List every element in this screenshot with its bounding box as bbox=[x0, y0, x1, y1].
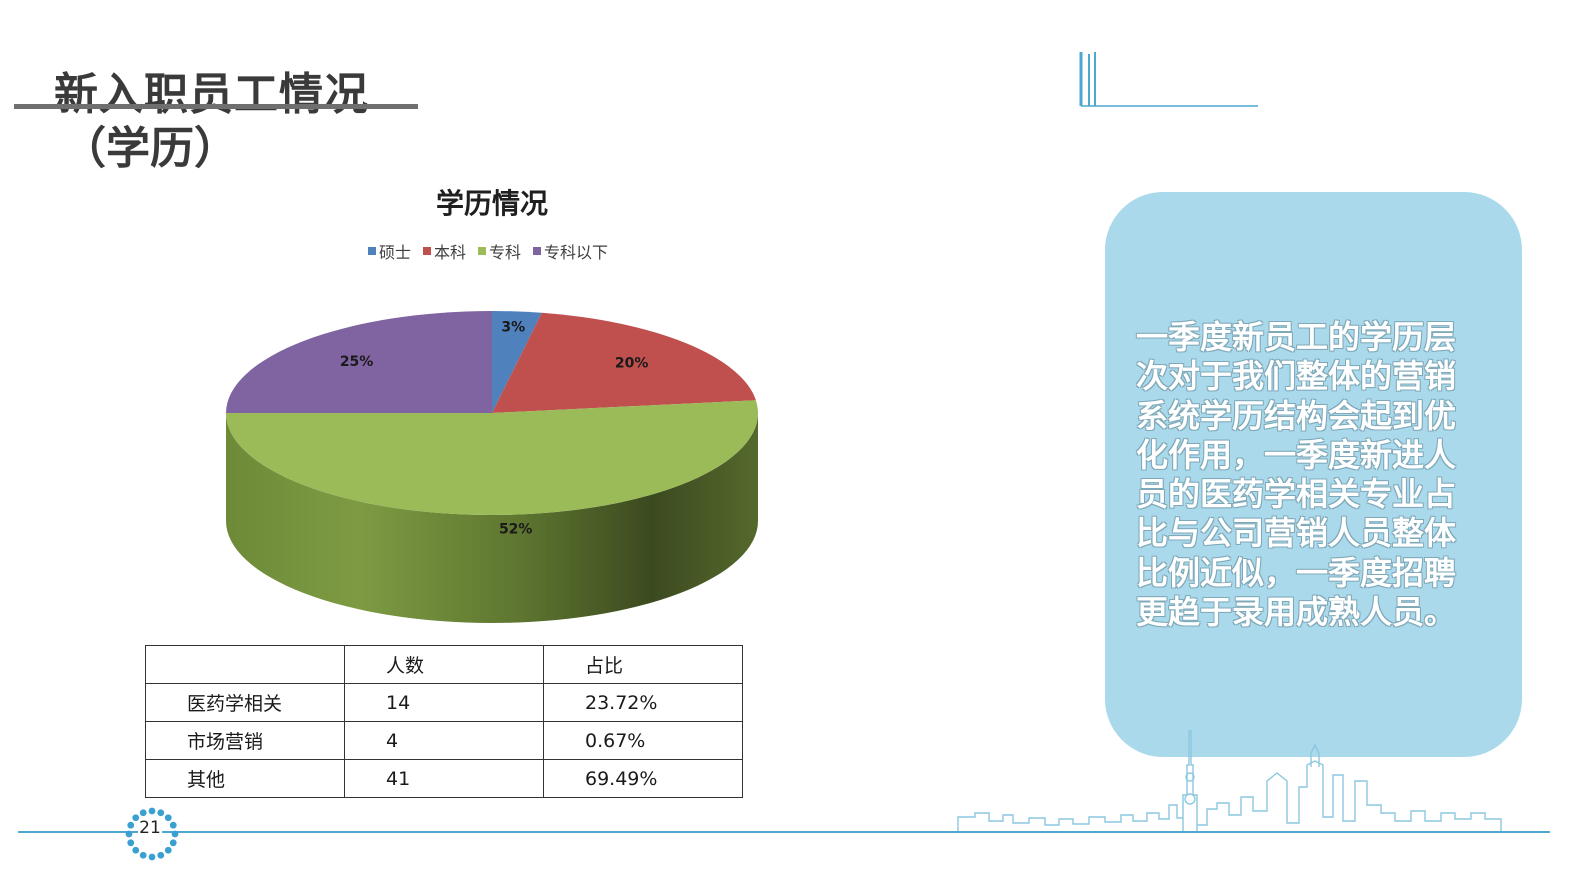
chart-legend: 硕士 本科 专科 专科以下 bbox=[368, 240, 608, 262]
legend-item: 专科 bbox=[478, 239, 521, 263]
legend-item: 本科 bbox=[423, 239, 466, 263]
legend-swatch bbox=[478, 247, 487, 255]
decorative-bracket bbox=[1079, 52, 1258, 107]
legend-swatch bbox=[533, 247, 542, 255]
legend-item: 硕士 bbox=[368, 239, 411, 263]
pie-slice-3 bbox=[226, 400, 758, 515]
pie-data-label: 3% bbox=[501, 320, 525, 336]
page-title: 新入职员工情况 bbox=[54, 69, 369, 120]
page-number-badge bbox=[125, 807, 179, 861]
page-subtitle: （学历） bbox=[62, 123, 238, 174]
table-row: 市场营销 4 0.67% bbox=[145, 721, 743, 760]
table-header-row: 人数 占比 bbox=[145, 645, 743, 684]
table-cell: 14 bbox=[344, 683, 544, 722]
table-header-cell: 占比 bbox=[543, 645, 743, 684]
title-underline bbox=[14, 104, 418, 109]
pie-slice-2 bbox=[492, 312, 756, 413]
footer-line bbox=[18, 831, 1550, 833]
table-cell: 4 bbox=[344, 721, 544, 760]
legend-label: 专科以下 bbox=[544, 243, 609, 262]
legend-item: 专科以下 bbox=[533, 239, 608, 263]
summary-text: 一季度新员工的学历层次对于我们整体的营销系统学历结构会起到优化作用，一季度新进人… bbox=[1136, 318, 1457, 632]
table-cell: 其他 bbox=[145, 759, 345, 798]
table-row: 其他 41 69.49% bbox=[145, 759, 743, 798]
pie-data-label: 25% bbox=[340, 354, 374, 370]
pie-data-label: 20% bbox=[615, 356, 649, 372]
legend-label: 硕士 bbox=[379, 243, 412, 262]
chart-title: 学历情况 bbox=[435, 187, 548, 220]
table-header-cell: 人数 bbox=[344, 645, 544, 684]
city-skyline-graphic bbox=[957, 730, 1502, 831]
table-cell: 0.67% bbox=[543, 721, 743, 760]
legend-label: 专科 bbox=[489, 243, 522, 262]
table-cell: 69.49% bbox=[543, 759, 743, 798]
education-table: 人数 占比 医药学相关 14 23.72% 市场营销 4 0.67% 其他 41 69.49% bbox=[145, 645, 743, 798]
table-cell: 23.72% bbox=[543, 683, 743, 722]
table-header-cell bbox=[145, 645, 345, 684]
table-cell: 医药学相关 bbox=[145, 683, 345, 722]
table-cell: 市场营销 bbox=[145, 721, 345, 760]
pie-slice-side bbox=[226, 413, 758, 623]
legend-swatch bbox=[368, 247, 376, 255]
pie-slice-1 bbox=[492, 311, 542, 413]
table-row: 医药学相关 14 23.72% bbox=[145, 683, 743, 722]
page-number: 21 bbox=[138, 818, 162, 838]
legend-label: 本科 bbox=[434, 243, 467, 262]
pie-data-label: 52% bbox=[499, 521, 533, 537]
summary-box bbox=[1105, 192, 1522, 757]
pie-slice-4 bbox=[226, 311, 492, 413]
legend-swatch bbox=[423, 247, 432, 255]
table-cell: 41 bbox=[344, 759, 544, 798]
